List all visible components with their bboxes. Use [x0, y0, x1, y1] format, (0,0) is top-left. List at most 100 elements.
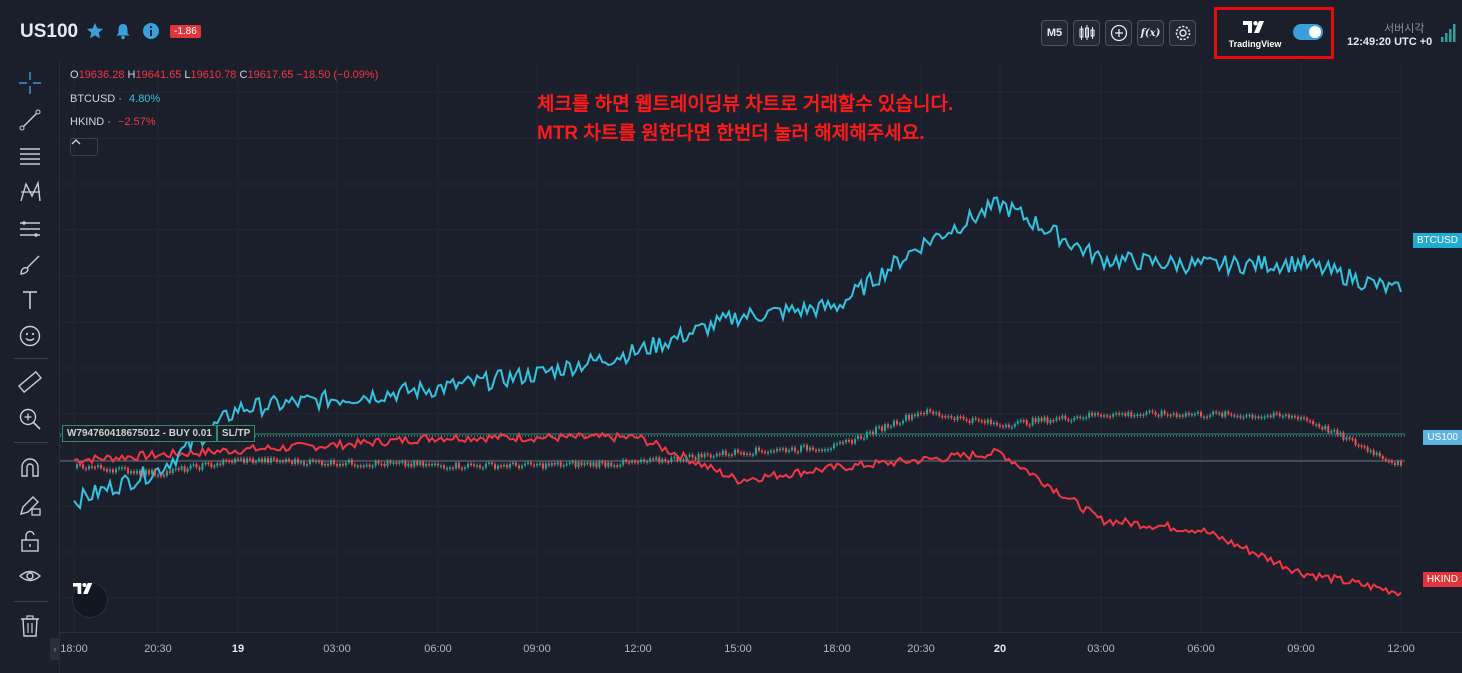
- candle-body: [401, 461, 404, 463]
- candle-body: [470, 463, 472, 466]
- candle-body: [1330, 430, 1333, 433]
- candle-body: [649, 458, 652, 462]
- pattern-tool[interactable]: [17, 179, 43, 205]
- candle-body: [1272, 412, 1275, 418]
- chart-area[interactable]: O19636.28 H19641.65 L19610.78 C19617.65 …: [60, 62, 1462, 673]
- chart-type-button[interactable]: [1073, 20, 1100, 46]
- candle-body: [755, 447, 757, 455]
- candle-body: [1327, 426, 1330, 433]
- zoom-tool[interactable]: [17, 406, 43, 432]
- order-line-label[interactable]: W794760418675012 - BUY 0.01 SL/TP: [62, 425, 256, 442]
- candle-body: [721, 450, 724, 456]
- hide-tool[interactable]: [17, 563, 43, 589]
- candle-body: [1233, 415, 1236, 417]
- x-tick-label: 09:00: [1287, 643, 1315, 655]
- magnet-icon: [21, 458, 39, 477]
- collapse-toolbar-button[interactable]: ‹: [50, 638, 60, 660]
- candle-body: [285, 459, 287, 463]
- candle-body: [127, 468, 129, 474]
- candle-body: [252, 458, 254, 463]
- candle-body: [186, 468, 189, 472]
- candle-body: [333, 460, 335, 465]
- candle-body: [1190, 413, 1193, 416]
- candle-body: [362, 465, 365, 468]
- ohlc-legend: O19636.28 H19641.65 L19610.78 C19617.65 …: [70, 69, 378, 81]
- ruler-tool[interactable]: [17, 369, 43, 395]
- trend-line-tool[interactable]: [17, 107, 43, 133]
- candle-body: [1121, 413, 1124, 415]
- order-label[interactable]: W794760418675012 - BUY 0.01: [62, 425, 217, 442]
- bell-icon[interactable]: [113, 21, 133, 41]
- candle-body: [341, 463, 344, 466]
- fib-tool[interactable]: [17, 143, 43, 169]
- candle-body: [1052, 420, 1055, 422]
- lock-drawing-tool[interactable]: [17, 492, 43, 518]
- candle-body: [165, 470, 168, 476]
- annotation-line-2: MTR 차트를 원한다면 한번더 눌러 해제해주세요.: [537, 123, 925, 144]
- text-tool[interactable]: [17, 287, 43, 313]
- tv-logo-icon: [73, 583, 93, 594]
- candle-body: [106, 469, 108, 472]
- toolbar-divider: [14, 601, 48, 602]
- candle-body: [688, 454, 691, 457]
- symbol-title[interactable]: US100: [20, 21, 79, 42]
- magnet-tool[interactable]: [17, 455, 43, 481]
- candle-body: [652, 458, 655, 460]
- star-icon[interactable]: [85, 21, 105, 41]
- candle-body: [389, 461, 392, 464]
- candle-body: [899, 423, 901, 425]
- legend-hkind[interactable]: HKIND · −2.57%: [70, 116, 156, 128]
- legend-btcusd[interactable]: BTCUSD · 4.80%: [70, 93, 161, 105]
- candle-body: [640, 459, 643, 463]
- tradingview-toggle-switch[interactable]: [1293, 24, 1323, 40]
- candle-body: [216, 463, 219, 466]
- legend-collapse-button[interactable]: [70, 138, 98, 156]
- emoji-tool[interactable]: [17, 323, 43, 349]
- candle-body: [1064, 415, 1067, 420]
- brush-tool[interactable]: [17, 252, 43, 278]
- candle-body: [249, 458, 251, 460]
- info-icon[interactable]: [141, 21, 161, 41]
- candle-body: [243, 458, 245, 463]
- candle-body: [195, 464, 198, 468]
- candle-body: [440, 465, 442, 467]
- candle-body: [634, 461, 637, 463]
- candle-body: [395, 462, 398, 464]
- candle-body: [800, 445, 802, 452]
- candle-body: [151, 469, 153, 475]
- candle-body: [1266, 415, 1269, 417]
- lock-all-tool[interactable]: [17, 528, 43, 554]
- candle-body: [1321, 427, 1324, 430]
- candle-body: [1287, 414, 1290, 418]
- candle-body: [577, 462, 580, 468]
- toolbar-divider: [14, 358, 48, 359]
- prediction-tool[interactable]: [17, 216, 43, 242]
- chart-canvas[interactable]: [60, 62, 1462, 632]
- crosshair-tool[interactable]: [17, 70, 43, 96]
- timeframe-button[interactable]: M5: [1041, 20, 1068, 46]
- candle-body: [1333, 429, 1336, 432]
- candle-body: [1393, 462, 1396, 465]
- unlock-icon: [21, 530, 39, 552]
- candle-body: [467, 463, 469, 468]
- time-axis[interactable]: 18:00 20:30 19 03:00 06:00 09:00 12:00 15:00 18:…: [60, 632, 1462, 673]
- candle-body: [294, 458, 296, 464]
- signal-icon: [1441, 24, 1456, 42]
- candle-body: [368, 464, 371, 467]
- candle-body: [1378, 452, 1381, 457]
- candle-body: [1076, 416, 1079, 419]
- remove-drawings-tool[interactable]: [17, 613, 43, 639]
- indicators-button[interactable]: f(x): [1137, 20, 1164, 46]
- candle-body: [255, 461, 257, 463]
- settings-button[interactable]: [1169, 20, 1196, 46]
- tradingview-corner-logo[interactable]: [72, 582, 108, 618]
- candle-body: [749, 453, 751, 455]
- add-compare-button[interactable]: [1105, 20, 1132, 46]
- candle-body: [1281, 415, 1284, 418]
- candle-body: [1284, 414, 1287, 417]
- sltp-button[interactable]: SL/TP: [216, 425, 256, 442]
- candle-body: [706, 453, 709, 456]
- candle-body: [500, 465, 502, 468]
- candle-body: [1263, 416, 1266, 419]
- candle-body: [613, 465, 616, 467]
